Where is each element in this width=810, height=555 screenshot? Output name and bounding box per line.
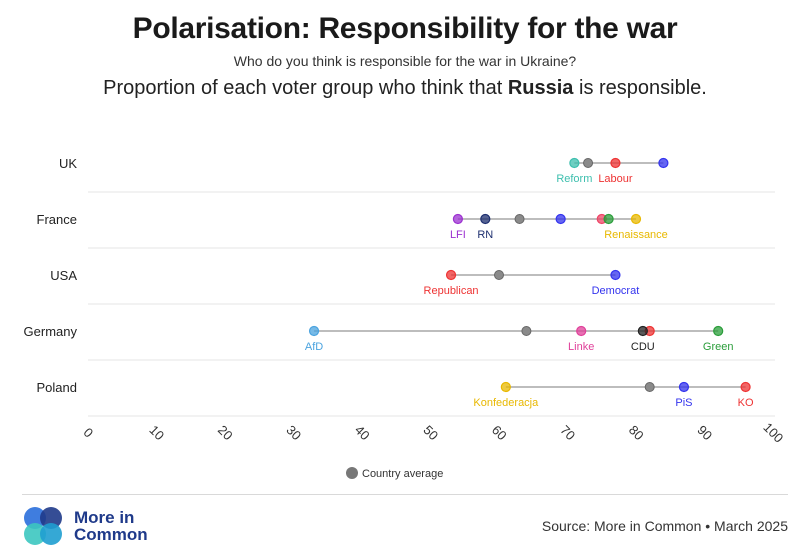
row-label-poland: Poland — [37, 380, 77, 395]
party-label-uk-reform: Reform — [556, 173, 592, 185]
x-tick-label: 30 — [283, 422, 304, 443]
party-label-poland-ko: KO — [738, 397, 754, 409]
party-dot-germany-afd — [308, 325, 320, 337]
average-dot-uk — [583, 158, 594, 168]
party-dot-usa-democrat — [610, 269, 621, 281]
party-dot-france-renaissance — [630, 213, 642, 225]
x-tick-label: 80 — [626, 422, 647, 443]
average-dot-usa — [494, 270, 504, 280]
party-label-uk-labour: Labour — [598, 173, 633, 185]
party-dot-poland-ko — [740, 381, 751, 393]
row-label-usa: USA — [50, 268, 77, 283]
footer-divider — [22, 494, 788, 495]
row-label-france: France — [37, 212, 77, 227]
party-dot-germany-cdu — [637, 325, 648, 337]
chart-subtitle: Who do you think is responsible for the … — [233, 53, 577, 69]
x-tick-label: 100 — [760, 420, 786, 446]
party-label-france-rn: RN — [477, 229, 493, 241]
party-dot-uk-unlabeled — [658, 157, 669, 169]
party-dot-poland-konfederacja — [500, 381, 511, 393]
party-dot-germany-green — [713, 325, 724, 337]
legend-average-label: Country average — [362, 468, 443, 480]
x-tick-label: 20 — [215, 422, 236, 443]
x-tick-label: 70 — [557, 422, 578, 443]
more-in-common-logo-icon — [24, 507, 62, 545]
logo-wordmark: More in Common — [74, 509, 148, 543]
x-tick-label: 0 — [80, 425, 96, 441]
x-tick-label: 40 — [352, 422, 373, 443]
headline-bold-word: Russia — [507, 77, 574, 99]
party-dot-poland-pis — [678, 381, 690, 393]
x-tick-label: 10 — [146, 422, 167, 443]
party-label-poland-pis: PiS — [675, 397, 692, 409]
party-label-poland-konfederacja: Konfederacja — [473, 397, 539, 409]
party-label-usa-democrat: Democrat — [592, 285, 640, 297]
party-dot-uk-reform — [569, 157, 580, 169]
party-dot-uk-labour — [610, 157, 621, 169]
party-dot-france-lfi — [452, 213, 463, 225]
x-tick-label: 50 — [420, 422, 441, 443]
row-label-germany: Germany — [24, 324, 78, 339]
x-tick-label: 60 — [489, 422, 510, 443]
party-dot-france-unlabeled — [555, 213, 566, 225]
party-label-germany-cdu: CDU — [631, 341, 655, 353]
party-dot-usa-republican — [445, 269, 457, 281]
chart-title: Polarisation: Responsibility for the war — [132, 12, 678, 45]
headline-text-after: is responsible. — [573, 77, 707, 99]
source-note: Source: More in Common • March 2025 — [541, 518, 788, 534]
party-label-germany-green: Green — [703, 341, 734, 353]
headline-text-before: Proportion of each voter group who think… — [103, 77, 508, 99]
party-dot-france-rn — [480, 213, 491, 225]
chart-headline: Proportion of each voter group who think… — [0, 77, 810, 100]
dot-range-chart: UK Reform Labour France LFI RN Renaissance USA R… — [24, 156, 787, 480]
party-label-germany-afd: AfD — [305, 341, 323, 353]
logo-line-2: Common — [74, 525, 148, 544]
average-dot-france — [514, 214, 525, 224]
party-label-france-renaissance: Renaissance — [604, 229, 668, 241]
average-dot-germany — [521, 326, 532, 336]
legend-average-swatch — [346, 467, 358, 479]
row-label-uk: UK — [59, 156, 77, 171]
logo-line-1: More in — [74, 508, 135, 527]
party-label-usa-republican: Republican — [424, 285, 479, 297]
party-label-france-lfi: LFI — [450, 229, 466, 241]
party-dot-france-unlabeled — [603, 213, 614, 225]
x-tick-label: 90 — [694, 422, 715, 443]
party-dot-germany-linke — [576, 325, 587, 337]
average-dot-poland — [644, 382, 655, 392]
party-label-germany-linke: Linke — [568, 341, 594, 353]
